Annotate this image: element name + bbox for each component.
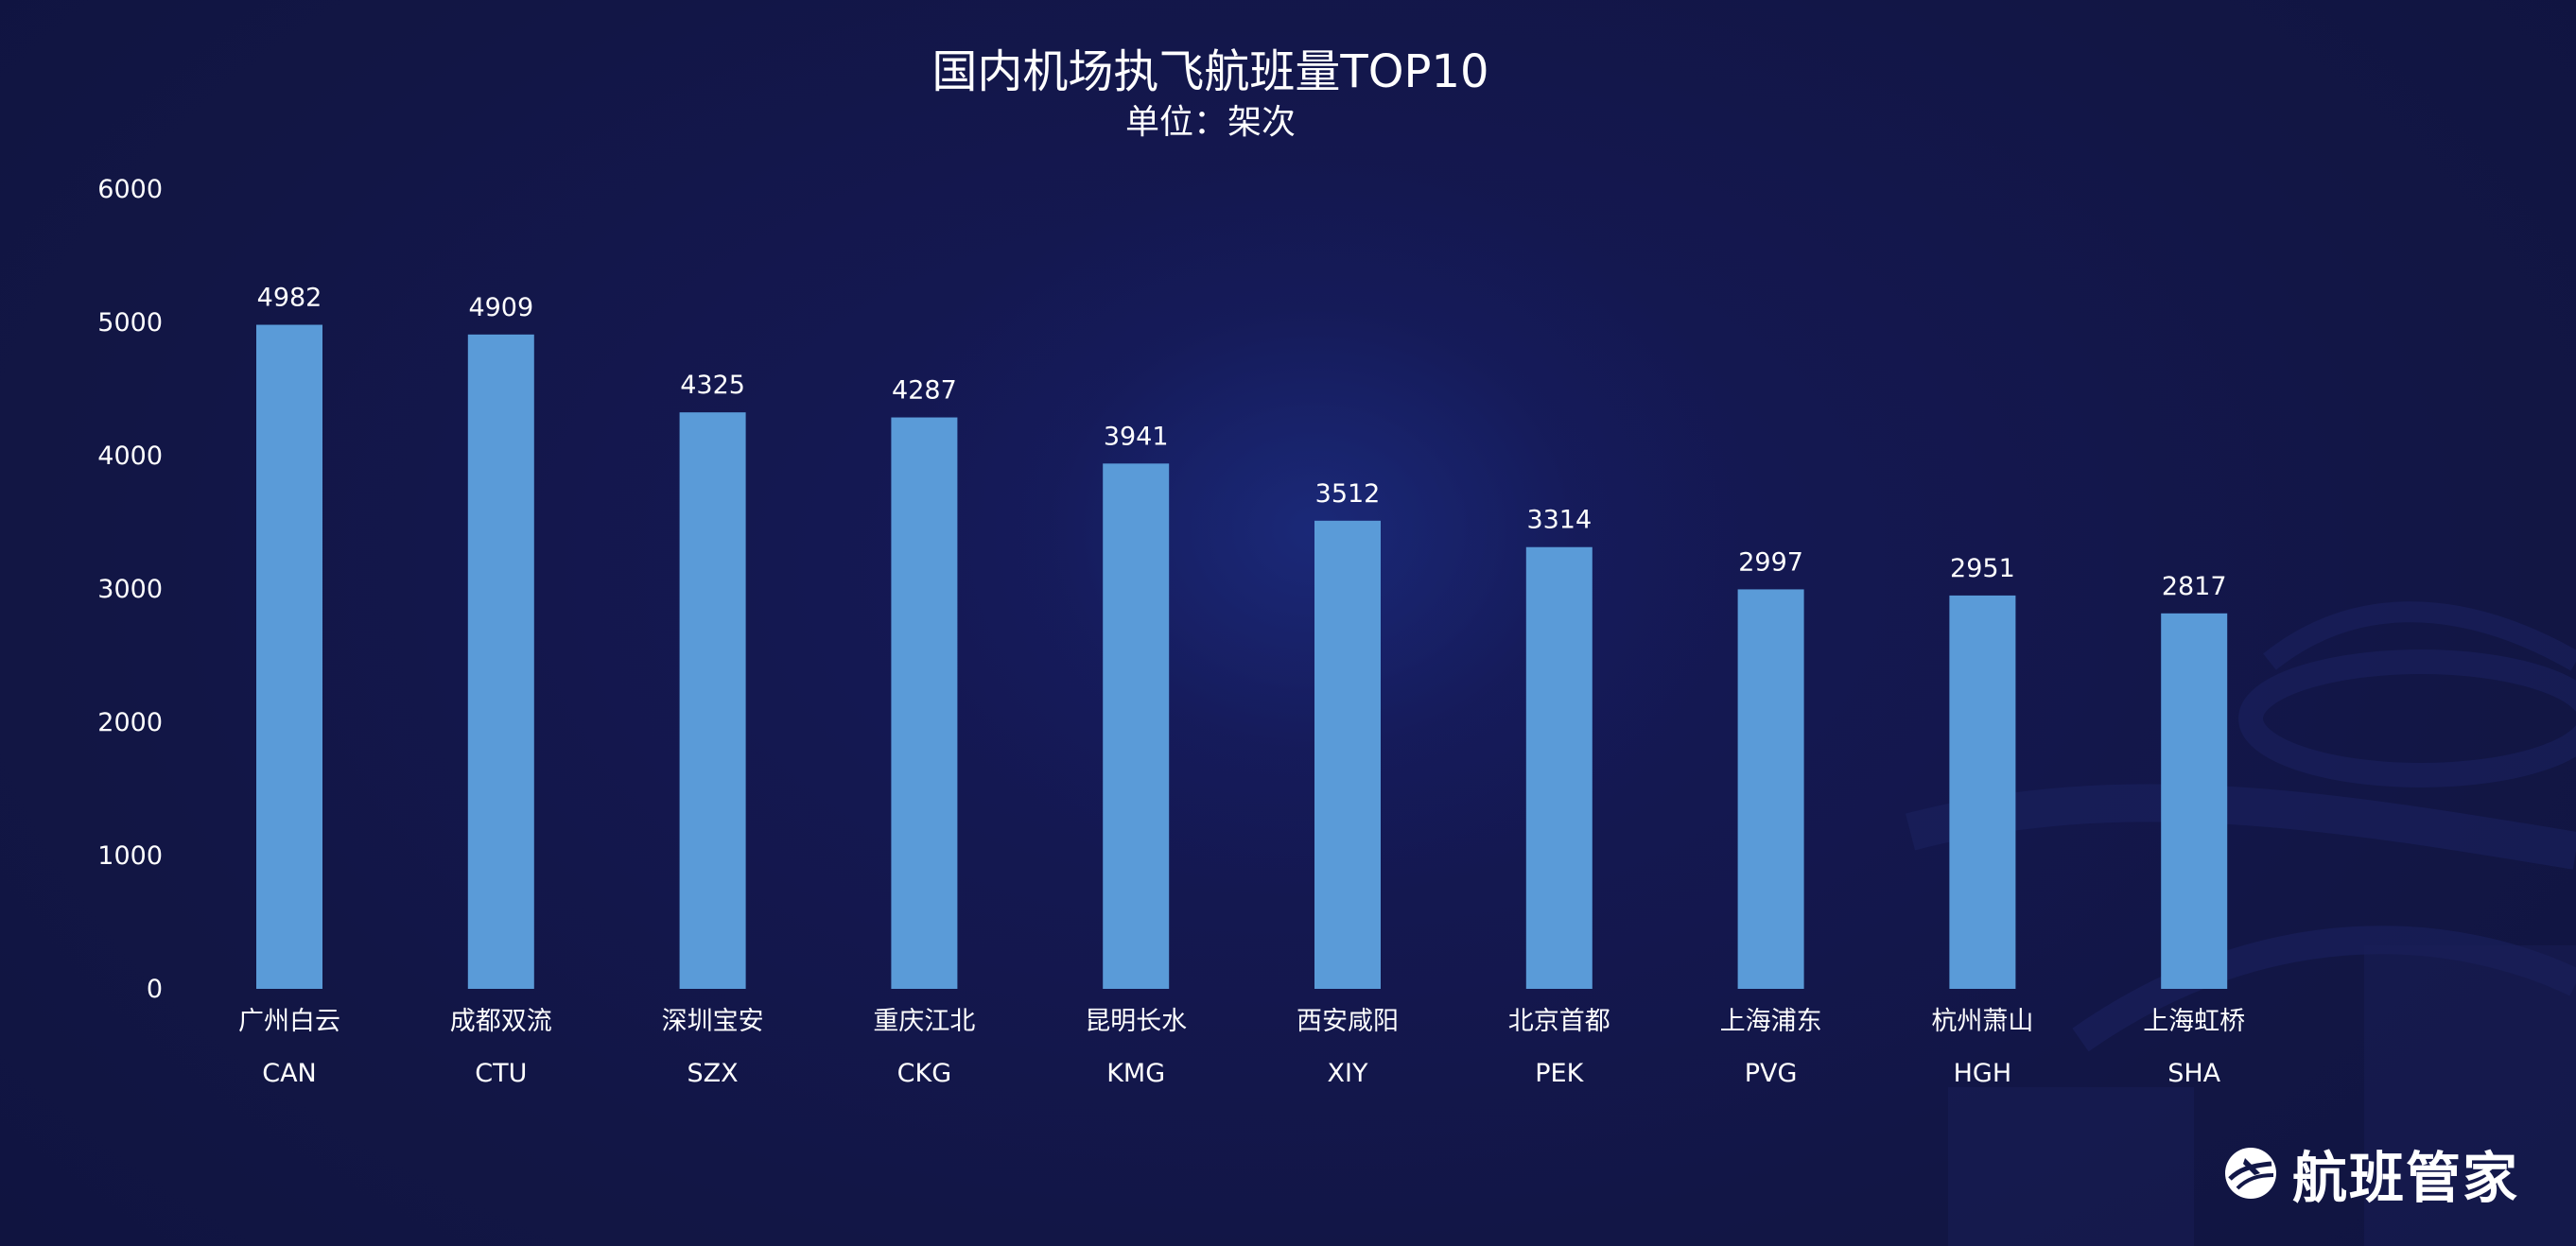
airplane-globe-icon <box>2225 1148 2276 1199</box>
y-tick-label: 4000 <box>97 441 163 471</box>
airport-code-label: XIY <box>1328 1059 1368 1088</box>
x-tick-label: 广州白云 <box>238 1007 340 1036</box>
data-label: 4909 <box>468 293 533 322</box>
x-tick-label: 杭州萧山 <box>1931 1007 2033 1036</box>
x-tick-label: 昆明长水 <box>1085 1007 1187 1036</box>
y-tick-label: 3000 <box>97 575 163 604</box>
data-label: 4982 <box>257 284 322 313</box>
y-tick-label: 2000 <box>97 708 163 737</box>
airport-code-label: CAN <box>262 1059 317 1088</box>
data-label: 2951 <box>1950 554 2015 583</box>
data-label: 4325 <box>680 371 745 400</box>
data-label: 2997 <box>1738 547 1803 577</box>
bar <box>679 412 746 989</box>
brand-logo: 航班管家 <box>2222 1139 2519 1210</box>
bar <box>1737 589 1804 989</box>
chart-title: 国内机场执飞航班量TOP10 <box>931 45 1489 98</box>
airport-code-label: PVG <box>1745 1059 1798 1088</box>
bar <box>1949 595 2016 989</box>
x-tick-label: 上海浦东 <box>1720 1007 1822 1036</box>
x-tick-label: 重庆江北 <box>873 1007 975 1036</box>
airport-code-label: HGH <box>1954 1059 2012 1088</box>
bar <box>1314 520 1381 989</box>
airport-code-label: CTU <box>475 1059 527 1088</box>
x-tick-label: 北京首都 <box>1508 1007 1610 1036</box>
y-tick-label: 0 <box>147 975 163 1004</box>
bar <box>1525 546 1593 989</box>
chart-subtitle: 单位：架次 <box>1124 103 1296 142</box>
brand-name: 航班管家 <box>2292 1146 2520 1210</box>
data-label: 3941 <box>1104 422 1169 451</box>
airport-code-label: KMG <box>1106 1059 1165 1088</box>
y-tick-label: 5000 <box>97 308 163 337</box>
airport-code-label: PEK <box>1535 1059 1584 1088</box>
data-label: 3512 <box>1315 479 1381 509</box>
y-tick-label: 6000 <box>97 175 163 204</box>
bar <box>467 334 534 989</box>
data-label: 3314 <box>1526 506 1592 535</box>
x-tick-label: 深圳宝安 <box>662 1007 764 1036</box>
bar <box>2161 613 2228 989</box>
y-tick-label: 1000 <box>97 841 163 871</box>
x-tick-label: 成都双流 <box>450 1007 552 1036</box>
x-tick-label: 上海虹桥 <box>2143 1007 2245 1036</box>
airport-code-label: CKG <box>897 1059 951 1088</box>
airport-code-label: SHA <box>2167 1059 2220 1088</box>
bar <box>256 324 322 990</box>
data-label: 4287 <box>892 376 957 406</box>
x-tick-label: 西安咸阳 <box>1297 1007 1399 1036</box>
bar <box>891 417 958 990</box>
airport-code-label: SZX <box>688 1059 739 1088</box>
data-label: 2817 <box>2162 572 2227 601</box>
bar <box>1103 463 1170 990</box>
